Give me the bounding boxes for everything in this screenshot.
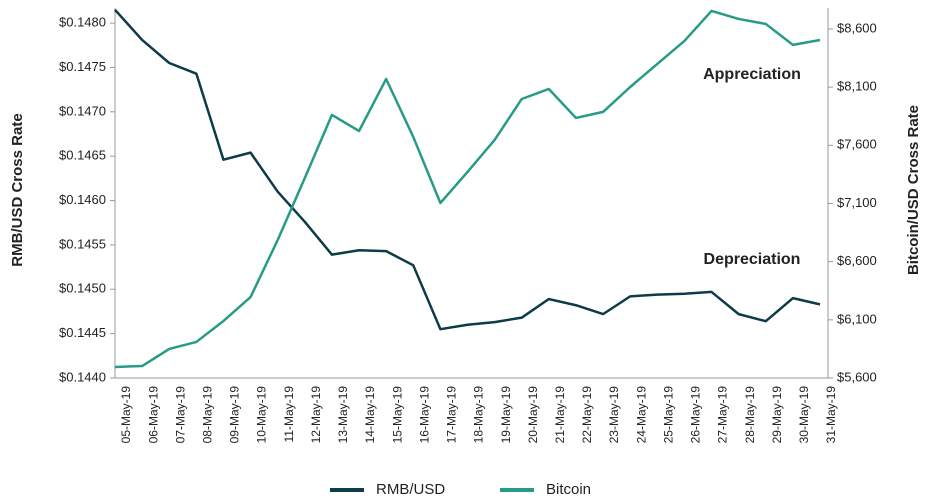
y-tick-label: $0.1445 (59, 325, 106, 340)
x-tick-label: 08-May-19 (201, 386, 215, 444)
x-tick-label: 25-May-19 (661, 386, 675, 444)
x-tick-label: 24-May-19 (634, 386, 648, 444)
x-tick-label: 21-May-19 (553, 386, 567, 444)
x-tick-label: 06-May-19 (146, 386, 160, 444)
x-tick-label: 11-May-19 (282, 386, 296, 443)
x-tick-label: 14-May-19 (363, 386, 377, 444)
y-tick-label: $0.1450 (59, 281, 106, 296)
x-tick-label: 10-May-19 (255, 386, 269, 444)
x-tick-label: 23-May-19 (607, 386, 621, 444)
y-tick-label: $0.1475 (59, 59, 106, 74)
x-tick-label: 20-May-19 (526, 386, 540, 444)
y2-tick-label: $6,600 (837, 253, 877, 268)
legend-label: RMB/USD (376, 481, 445, 498)
y2-tick-label: $5,600 (837, 369, 877, 384)
y2-axis-label: Bitcoin/USD Cross Rate (905, 105, 922, 275)
x-tick-label: 31-May-19 (824, 386, 838, 444)
x-tick-label: 05-May-19 (119, 386, 133, 444)
y2-tick-label: $7,600 (837, 137, 877, 152)
y2-tick-label: $8,600 (837, 20, 877, 35)
y-axis-label: RMB/USD Cross Rate (9, 113, 26, 266)
x-tick-label: 07-May-19 (173, 386, 187, 444)
x-tick-label: 16-May-19 (417, 386, 431, 444)
x-tick-label: 26-May-19 (689, 386, 703, 444)
x-tick-label: 13-May-19 (336, 386, 350, 444)
y2-tick-label: $6,100 (837, 311, 877, 326)
annotation: Depreciation (704, 251, 801, 268)
y-tick-label: $0.1455 (59, 236, 106, 251)
y-tick-label: $0.1470 (59, 103, 106, 118)
y-tick-label: $0.1480 (59, 15, 106, 30)
x-tick-label: 22-May-19 (580, 386, 594, 444)
x-tick-label: 28-May-19 (743, 386, 757, 444)
annotation: Appreciation (703, 66, 801, 83)
x-tick-label: 30-May-19 (797, 386, 811, 444)
y-tick-label: $0.1465 (59, 148, 106, 163)
x-tick-label: 12-May-19 (309, 386, 323, 444)
x-tick-label: 15-May-19 (390, 386, 404, 444)
x-tick-label: 18-May-19 (472, 386, 486, 444)
x-tick-label: 17-May-19 (445, 386, 459, 444)
y-tick-label: $0.1440 (59, 369, 106, 384)
y-tick-label: $0.1460 (59, 192, 106, 207)
y2-tick-label: $8,100 (837, 79, 877, 94)
x-tick-label: 27-May-19 (716, 386, 730, 444)
legend-label: Bitcoin (546, 481, 591, 498)
series-line (114, 9, 821, 369)
x-tick-label: 29-May-19 (770, 386, 784, 444)
series-line (114, 8, 821, 331)
x-tick-label: 09-May-19 (228, 386, 242, 444)
x-tick-label: 19-May-19 (499, 386, 513, 444)
y2-tick-label: $7,100 (837, 195, 877, 210)
